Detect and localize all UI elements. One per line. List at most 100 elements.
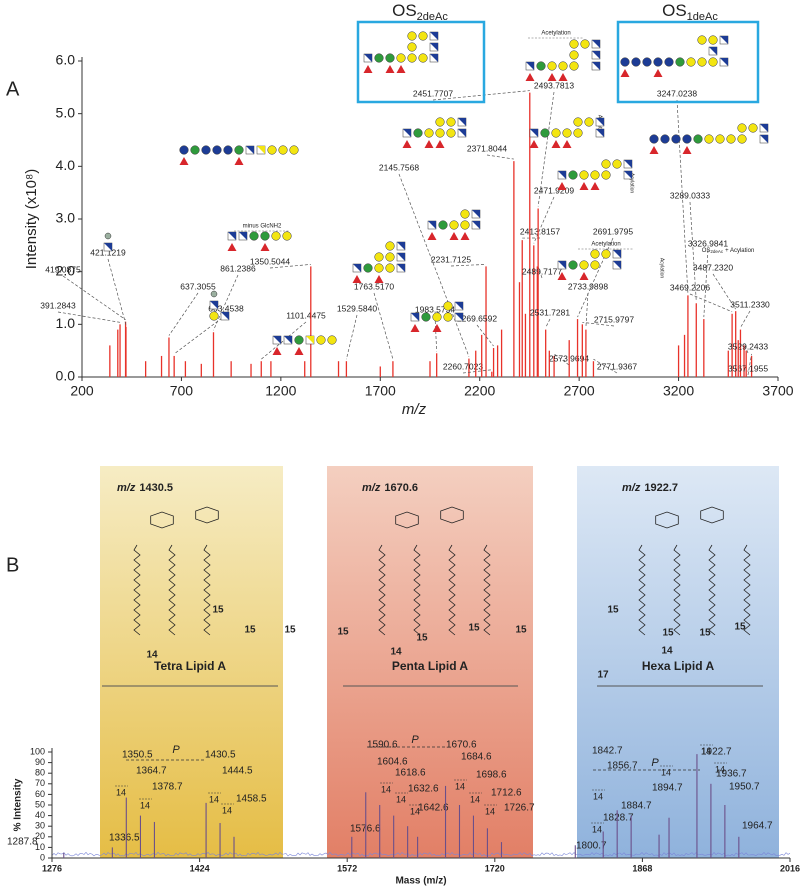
- glycan-residue: [249, 231, 259, 241]
- leader-line: [537, 91, 555, 207]
- glycan-residue: [260, 243, 270, 251]
- chain-length: 15: [662, 628, 674, 639]
- period-label: P: [651, 757, 659, 769]
- peak-label: 637.3055: [180, 281, 216, 291]
- peak-label: 3469.2206: [670, 282, 710, 292]
- glycan-residue: [210, 290, 218, 298]
- panel-label: B: [6, 554, 19, 576]
- glycan-residue: [547, 73, 557, 81]
- glycan-residue: [709, 47, 717, 55]
- leader-line: [689, 201, 697, 302]
- peak-label: 1983.5754: [415, 304, 455, 314]
- glycan-residue: [397, 242, 405, 250]
- glycan-residue: [584, 117, 594, 127]
- peak-label: 2231.7125: [431, 254, 471, 264]
- glycan-residue: [558, 261, 566, 269]
- glycan-residue: [590, 260, 600, 270]
- region-title-prefix: m/z: [117, 482, 136, 494]
- peak-label: 2531.7281: [530, 307, 570, 317]
- peak-label: 2471.9209: [534, 185, 574, 195]
- x-tick-label: 1424: [190, 863, 210, 873]
- glycan-residue: [624, 171, 632, 179]
- glycan-residue: [558, 73, 568, 81]
- glycan-residue: [418, 31, 428, 41]
- y-tick-label: 2.0: [56, 262, 76, 278]
- glycan-residue: [624, 160, 632, 168]
- chem-chain: [133, 544, 141, 636]
- glycan-residue: [697, 57, 707, 67]
- glycan-residue: [316, 335, 326, 345]
- peak-label: 1287.8: [7, 837, 38, 848]
- peak-label: 2451.7707: [413, 88, 453, 98]
- y-tick-label: 4.0: [56, 157, 76, 173]
- peak-label: 861.2386: [220, 263, 256, 273]
- glycan-residue: [294, 347, 304, 355]
- leader-line: [703, 249, 709, 318]
- region-title-value: 1670.6: [384, 482, 418, 494]
- peak-label: 1800.7: [576, 841, 607, 852]
- chem-chain: [413, 544, 421, 636]
- chain-length: 15: [468, 623, 480, 634]
- leader-line: [62, 275, 126, 320]
- glycan-residue: [562, 128, 572, 138]
- peak-label: 663.4538: [208, 303, 244, 313]
- glycan-residue: [179, 145, 189, 155]
- glycan-residue: [411, 313, 419, 321]
- x-tick-label: 2700: [564, 383, 595, 399]
- glycan-residue: [693, 134, 703, 144]
- y-tick-label: 90: [35, 757, 45, 767]
- leader-line: [533, 196, 555, 244]
- glycan-residue: [446, 117, 456, 127]
- chem-chain: [673, 544, 681, 636]
- glycan-residue: [715, 134, 725, 144]
- glycan-residue: [601, 159, 611, 169]
- peak-label: 2493.7813: [534, 80, 574, 90]
- panel-label: A: [6, 78, 20, 100]
- leader-line: [585, 292, 589, 328]
- y-tick-label: 10: [35, 842, 45, 852]
- glycan-residue: [430, 54, 438, 62]
- peak-label: 1894.7: [652, 783, 683, 794]
- glycan-residue: [284, 336, 292, 344]
- glycan-residue: [410, 324, 420, 332]
- glycan-residue: [385, 53, 395, 63]
- leader-line: [269, 264, 311, 269]
- glycan-residue: [525, 73, 535, 81]
- region-title: m/z 1430.5: [117, 482, 173, 494]
- glycan-residue: [726, 134, 736, 144]
- leader-line: [593, 358, 618, 374]
- annotation-part: + Acylation: [725, 248, 754, 254]
- step-label: 14: [701, 746, 711, 756]
- annotation: Acylation: [629, 173, 635, 194]
- chain-length: 15: [416, 633, 428, 644]
- glycan-residue: [671, 134, 681, 144]
- peak-label: 3529.2433: [728, 341, 768, 351]
- glycan-residue: [590, 170, 600, 180]
- peak-label: 2371.8044: [467, 143, 507, 153]
- step-label: 14: [222, 805, 232, 815]
- glycan-residue: [613, 250, 621, 258]
- peak-label: 2715.9797: [594, 314, 634, 324]
- glycan-residue: [682, 146, 692, 154]
- x-axis-title: Mass (m/z): [395, 876, 446, 887]
- glycan-residue: [613, 261, 621, 269]
- glycan-residue: [697, 35, 707, 45]
- peak-label: 2269.6592: [457, 313, 497, 323]
- peak-label: 1712.6: [491, 788, 522, 799]
- peak-label: 1922.7: [701, 747, 732, 758]
- glycan-residue: [568, 170, 578, 180]
- peak-label: 1604.6: [377, 757, 408, 768]
- glycan-residue: [569, 50, 579, 60]
- x-tick-label: 1200: [265, 383, 296, 399]
- glycan-residue: [737, 134, 747, 144]
- glycan-residue: [557, 182, 567, 190]
- glycan-residue: [209, 311, 219, 321]
- y-tick-label: 40: [35, 810, 45, 820]
- x-tick-label: 2200: [464, 383, 495, 399]
- peak-label: 1458.5: [236, 794, 267, 805]
- y-tick-label: 0.0: [56, 368, 76, 384]
- step-label: 14: [470, 794, 480, 804]
- period-label: P: [411, 734, 419, 746]
- y-tick-label: 70: [35, 778, 45, 788]
- glycan-residue: [306, 336, 314, 344]
